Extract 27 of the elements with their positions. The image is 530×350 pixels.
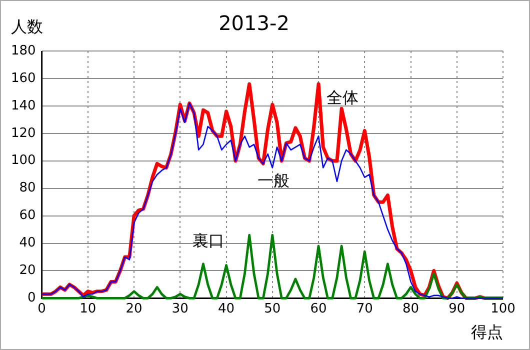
y-tick-label: 20 bbox=[19, 263, 36, 278]
x-tick-label: 100 bbox=[490, 301, 516, 316]
x-tick-label: 80 bbox=[402, 301, 420, 316]
x-tick-label: 30 bbox=[172, 301, 188, 316]
x-tick-label: 10 bbox=[80, 301, 96, 316]
series-label: 一般 bbox=[257, 171, 290, 190]
x-tick-label: 40 bbox=[218, 301, 235, 316]
chart-title: 2013-2 bbox=[218, 11, 290, 36]
y-tick-label: 120 bbox=[10, 126, 36, 141]
x-tick-label: 60 bbox=[310, 301, 327, 316]
y-tick-label: 100 bbox=[10, 153, 36, 168]
y-tick-label: 140 bbox=[10, 98, 36, 114]
x-axis-title: 得点 bbox=[471, 322, 503, 342]
x-tick-label: 90 bbox=[448, 301, 466, 316]
x-tick-label: 70 bbox=[356, 301, 373, 316]
y-axis-title: 人数 bbox=[11, 17, 43, 38]
x-tick-label: 0 bbox=[38, 301, 46, 316]
y-tick-label: 80 bbox=[19, 180, 36, 196]
x-tick-label: 20 bbox=[126, 301, 142, 316]
x-tick-label: 50 bbox=[264, 301, 281, 316]
y-tick-label: 0 bbox=[28, 290, 36, 306]
y-tick-label: 180 bbox=[10, 43, 36, 58]
y-tick-label: 160 bbox=[10, 70, 36, 86]
y-tick-label: 60 bbox=[19, 208, 36, 224]
y-tick-label: 40 bbox=[19, 236, 36, 251]
series-label: 全体 bbox=[326, 88, 358, 107]
series-label: 裏口 bbox=[192, 231, 224, 250]
